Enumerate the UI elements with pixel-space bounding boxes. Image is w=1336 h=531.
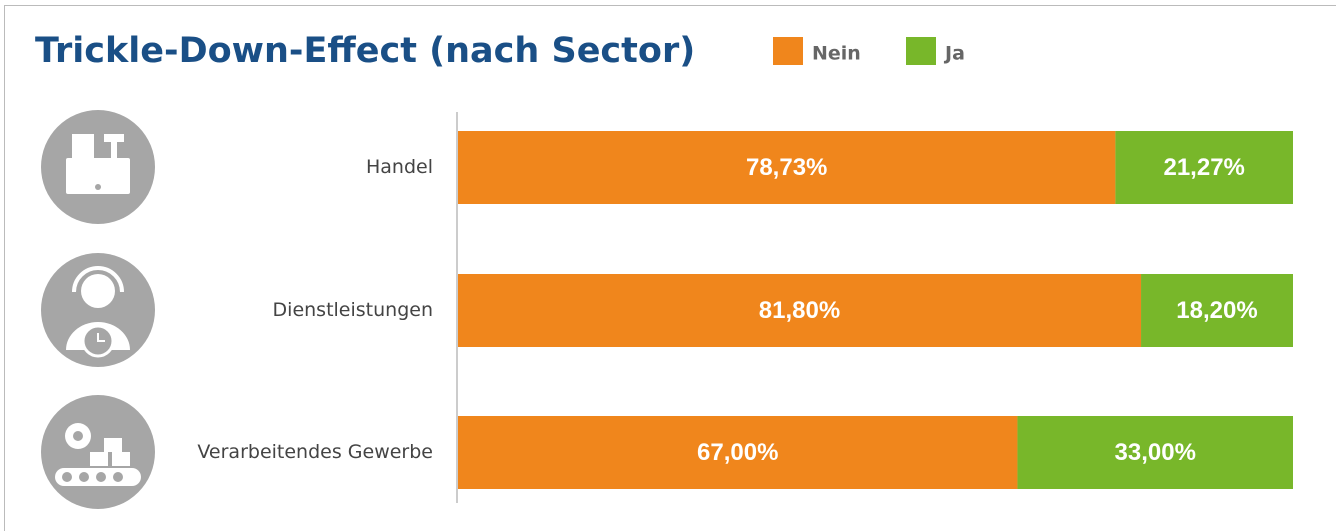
- category-label: Handel: [366, 156, 433, 178]
- bar-segment: [1017, 416, 1293, 489]
- value-label: 78,73%: [746, 154, 827, 181]
- legend-swatch: [906, 37, 936, 65]
- value-label: 81,80%: [759, 297, 840, 324]
- icon-industry: [41, 395, 155, 509]
- value-label: 21,27%: [1163, 154, 1244, 181]
- bar-segment: [458, 274, 1142, 347]
- value-label: 67,00%: [697, 439, 778, 466]
- category-label: Verarbeitendes Gewerbe: [197, 441, 433, 463]
- icon-service: [41, 253, 155, 367]
- frame: [4, 5, 1336, 531]
- legend-label: Ja: [943, 43, 965, 65]
- value-label: 33,00%: [1115, 439, 1196, 466]
- category-label: Dienstleistungen: [273, 299, 433, 321]
- bar-segment: [1141, 274, 1293, 347]
- bar-segment: [458, 131, 1116, 204]
- legend-swatch: [773, 37, 803, 65]
- icon-register: [41, 110, 155, 224]
- chart-title: Trickle-Down-Effect (nach Sector): [35, 31, 695, 71]
- bar-segment: [458, 416, 1018, 489]
- legend-label: Nein: [812, 43, 861, 65]
- bar-segment: [1115, 131, 1293, 204]
- value-label: 18,20%: [1176, 297, 1257, 324]
